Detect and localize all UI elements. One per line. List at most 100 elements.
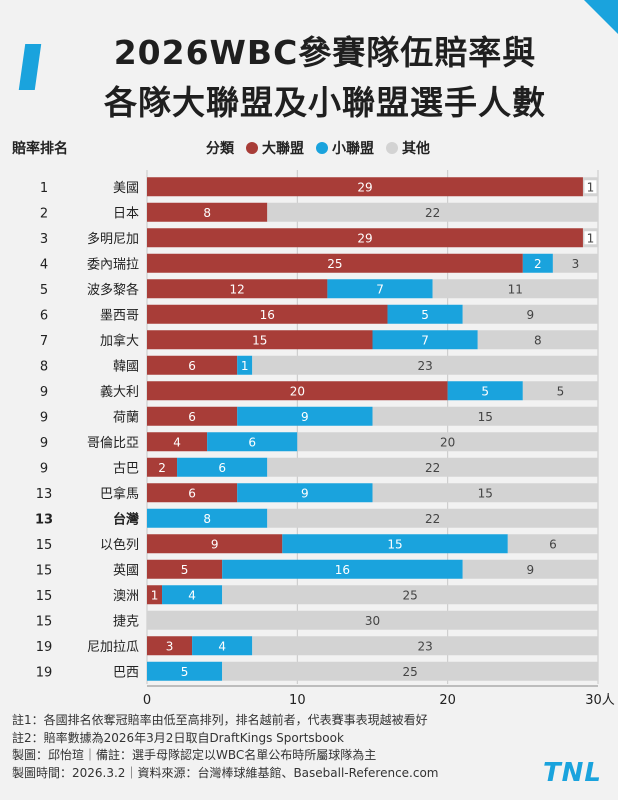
x-tick-label: 20 xyxy=(439,693,456,708)
bar-segment xyxy=(267,202,598,222)
bar-segment xyxy=(162,585,223,605)
bar-value-label: 5 xyxy=(181,665,189,679)
bar-segment xyxy=(192,636,253,656)
bar-value-label: 11 xyxy=(508,282,523,296)
bar-segment xyxy=(372,330,478,350)
rank-label: 1 xyxy=(40,181,48,196)
rank-label: 19 xyxy=(36,640,53,655)
bar-segment xyxy=(147,483,238,503)
rank-label: 15 xyxy=(36,538,53,553)
bar-value-label: 4 xyxy=(173,435,181,449)
bar-value-label: 15 xyxy=(478,486,493,500)
rank-label: 3 xyxy=(40,232,48,247)
category-label: 台灣 xyxy=(113,511,139,527)
bar-value-label: 22 xyxy=(425,206,440,220)
bar-value-label: 6 xyxy=(549,537,557,551)
category-label: 波多黎各 xyxy=(87,282,139,298)
rank-label: 8 xyxy=(40,359,48,374)
bar-value-label: 9 xyxy=(301,486,309,500)
bar-value-label: 15 xyxy=(387,537,402,551)
chart-title-line1: 2026WBC參賽隊伍賠率與 xyxy=(113,33,537,72)
x-tick-label: 0 xyxy=(143,693,151,708)
bar-segment xyxy=(432,279,598,299)
bar-value-label: 1 xyxy=(241,359,249,373)
legend-title: 分類 xyxy=(206,141,234,157)
rank-label: 9 xyxy=(40,385,48,400)
rank-label: 5 xyxy=(40,283,48,298)
bar-segment xyxy=(447,381,523,401)
bar-value-label: 25 xyxy=(327,257,342,271)
bar-value-label: 7 xyxy=(376,282,384,296)
bar-value-label: 30 xyxy=(365,614,380,628)
category-label: 荷蘭 xyxy=(113,409,139,425)
bar-segment xyxy=(507,534,598,554)
bar-value-label: 9 xyxy=(527,308,535,322)
tnl-logo: TNL xyxy=(542,758,602,788)
bar-segment xyxy=(222,585,598,605)
bar-segment xyxy=(252,636,598,656)
footnote-3: 製圖：邱怡瑄｜備註：選手母隊認定以WBC名單公布時所屬球隊為主 xyxy=(12,748,377,762)
bar-segment xyxy=(147,534,283,554)
bar-value-label: 20 xyxy=(290,384,305,398)
footnotes: 註1：各國排名依奪冠賠率由低至高排列，排名越前者，代表賽事表現越被看好 註2：賠… xyxy=(12,712,439,782)
category-label: 尼加拉瓜 xyxy=(87,640,139,655)
bar-value-label: 22 xyxy=(425,512,440,526)
bar-segment xyxy=(147,636,193,656)
x-tick-label: 10 xyxy=(289,693,306,708)
bar-value-label: 25 xyxy=(402,665,417,679)
legend-dot-minor xyxy=(316,142,328,154)
rank-label: 9 xyxy=(40,410,48,425)
bar-segment xyxy=(462,304,598,324)
category-label: 英國 xyxy=(113,563,139,578)
category-label: 墨西哥 xyxy=(100,308,139,323)
bar-value-label: 29 xyxy=(357,180,372,194)
bar-segment xyxy=(147,661,223,681)
bar-segment xyxy=(237,355,253,375)
bar-value-label: 20 xyxy=(440,435,455,449)
bar-value-label: 6 xyxy=(218,461,226,475)
bar-value-label: 5 xyxy=(481,384,489,398)
x-tick-label-end: 30人 xyxy=(585,693,615,708)
bar-segment xyxy=(147,559,223,579)
bar-value-label: 16 xyxy=(260,308,275,322)
bar-segment xyxy=(147,406,238,426)
category-label: 美國 xyxy=(113,181,139,196)
bar-segment xyxy=(522,381,598,401)
bar-segment xyxy=(177,457,268,477)
category-label: 日本 xyxy=(113,206,139,221)
bar-segment xyxy=(147,330,373,350)
bar-segment xyxy=(147,381,448,401)
bar-value-label: 8 xyxy=(534,333,542,347)
footnote-2: 註2：賠率數據為2026年3月2日取自DraftKings Sportsbook xyxy=(12,730,344,745)
bar-value-label: 1 xyxy=(587,180,595,194)
bar-segment xyxy=(252,355,598,375)
category-label: 古巴 xyxy=(113,461,139,476)
legend-label-other: 其他 xyxy=(402,141,430,157)
bar-segment xyxy=(222,559,463,579)
bar-value-label: 23 xyxy=(417,639,432,653)
bar-value-label: 6 xyxy=(248,435,256,449)
bar-value-label: 5 xyxy=(181,563,189,577)
rank-label: 13 xyxy=(35,512,53,527)
rank-label: 13 xyxy=(36,487,53,502)
category-label: 委內瑞拉 xyxy=(87,257,139,272)
bar-segment xyxy=(387,304,463,324)
bar-segment xyxy=(147,355,238,375)
legend-dot-major xyxy=(246,142,258,154)
legend-item-other: 其他 xyxy=(386,138,430,158)
category-label: 以色列 xyxy=(100,537,139,553)
bar-value-label: 15 xyxy=(478,410,493,424)
bar-value-label: 2 xyxy=(534,257,542,271)
chart-title-line2: 各隊大聯盟及小聯盟選手人數 xyxy=(104,83,546,122)
legend: 分類 大聯盟 小聯盟 其他 xyxy=(206,138,430,158)
rank-column-header: 賠率排名 xyxy=(12,141,68,157)
category-label: 哥倫比亞 xyxy=(87,436,139,451)
bar-value-label: 25 xyxy=(402,588,417,602)
category-label: 巴拿馬 xyxy=(100,486,139,502)
legend-label-major: 大聯盟 xyxy=(262,141,304,157)
category-label: 韓國 xyxy=(113,359,139,374)
footnote-4: 製圖時間：2026.3.2｜資料來源：台灣棒球維基館、Baseball-Refe… xyxy=(12,765,439,780)
bar-segment xyxy=(147,432,208,452)
rank-label: 15 xyxy=(36,589,53,604)
bar-value-label: 5 xyxy=(421,308,429,322)
